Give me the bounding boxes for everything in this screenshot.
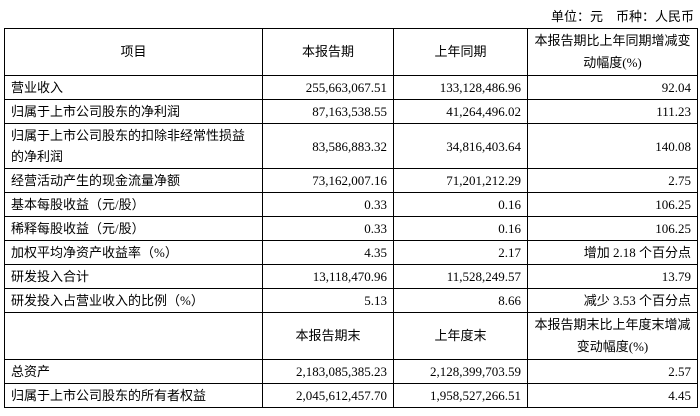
table-cell: 71,201,212.29 [393,168,528,193]
data-row: 研发投入占营业收入的比例（%） 5.13 8.66 减少 3.53 个百分点 [4,288,698,313]
table-cell: 41,264,496.02 [393,99,528,124]
table-cell: 87,163,538.55 [262,99,394,124]
table-cell: 111.23 [527,99,698,124]
table-cell: 1,958,527,266.51 [393,383,528,408]
table-cell: 11,528,249.57 [393,264,528,289]
table-cell: 上年同期 [393,28,528,76]
data-row: 总资产 2,183,085,385.23 2,128,399,703.59 2.57 [4,359,698,384]
table-cell: 13.79 [527,264,698,289]
table-cell: 2.57 [527,359,698,384]
data-row: 营业收入 255,663,067.51 133,128,486.96 92.04 [4,75,698,100]
table-cell: 本报告期 [262,28,394,76]
table-cell: 2,045,612,457.70 [262,383,394,408]
financial-table: 项目 本报告期 上年同期 本报告期比上年同期增减变动幅度(%) 营业收入 255,663,… [4,28,698,408]
table-cell: 归属于上市公司股东的扣除非经常性损益的净利润 [4,123,263,169]
table-cell: 归属于上市公司股东的所有者权益 [4,383,263,408]
table-cell: 项目 [4,28,263,76]
table-cell: 研发投入合计 [4,264,263,289]
data-row: 稀释每股收益（元/股） 0.33 0.16 106.25 [4,216,698,241]
table-cell: 2,183,085,385.23 [262,359,394,384]
table-cell: 73,162,007.16 [262,168,394,193]
header-row: 本报告期末 上年度末 本报告期末比上年度末增减变动幅度(%) [4,312,698,360]
table-cell: 经营活动产生的现金流量净额 [4,168,263,193]
table-cell: 4.35 [262,240,394,265]
table-cell: 0.16 [393,216,528,241]
data-row: 基本每股收益（元/股） 0.33 0.16 106.25 [4,192,698,217]
table-cell [4,312,263,360]
data-row: 归属于上市公司股东的所有者权益 2,045,612,457.70 1,958,527… [4,383,698,408]
table-cell: 140.08 [527,123,698,169]
data-row: 归属于上市公司股东的净利润 87,163,538.55 41,264,496.02 1… [4,99,698,124]
table-cell: 2.75 [527,168,698,193]
table-cell: 总资产 [4,359,263,384]
unit-note: 单位：元 币种：人民币 [550,9,694,24]
table-cell: 92.04 [527,75,698,100]
table-cell: 加权平均净资产收益率（%） [4,240,263,265]
table-cell: 上年度末 [393,312,528,360]
table-cell: 2.17 [393,240,528,265]
table-cell: 4.45 [527,383,698,408]
table-cell: 稀释每股收益（元/股） [4,216,263,241]
header-row: 项目 本报告期 上年同期 本报告期比上年同期增减变动幅度(%) [4,28,698,76]
table-cell: 83,586,883.32 [262,123,394,169]
table-cell: 0.33 [262,192,394,217]
table-cell: 0.16 [393,192,528,217]
data-row: 加权平均净资产收益率（%） 4.35 2.17 增加 2.18 个百分点 [4,240,698,265]
table-cell: 13,118,470.96 [262,264,394,289]
table-cell: 本报告期比上年同期增减变动幅度(%) [527,28,698,76]
table-cell: 归属于上市公司股东的净利润 [4,99,263,124]
data-row: 研发投入合计 13,118,470.96 11,528,249.57 13.79 [4,264,698,289]
table-cell: 基本每股收益（元/股） [4,192,263,217]
table-cell: 106.25 [527,216,698,241]
table-cell: 营业收入 [4,75,263,100]
table-cell: 本报告期末 [262,312,394,360]
table-cell: 133,128,486.96 [393,75,528,100]
data-row: 经营活动产生的现金流量净额 73,162,007.16 71,201,212.29 2… [4,168,698,193]
table-cell: 106.25 [527,192,698,217]
table-cell: 8.66 [393,288,528,313]
table-cell: 减少 3.53 个百分点 [527,288,698,313]
table-cell: 增加 2.18 个百分点 [527,240,698,265]
table-cell: 255,663,067.51 [262,75,394,100]
table-cell: 0.33 [262,216,394,241]
data-row: 归属于上市公司股东的扣除非经常性损益的净利润 83,586,883.32 34,81… [4,123,698,169]
table-cell: 5.13 [262,288,394,313]
table-cell: 34,816,403.64 [393,123,528,169]
table-cell: 研发投入占营业收入的比例（%） [4,288,263,313]
table-cell: 本报告期末比上年度末增减变动幅度(%) [527,312,698,360]
table-cell: 2,128,399,703.59 [393,359,528,384]
